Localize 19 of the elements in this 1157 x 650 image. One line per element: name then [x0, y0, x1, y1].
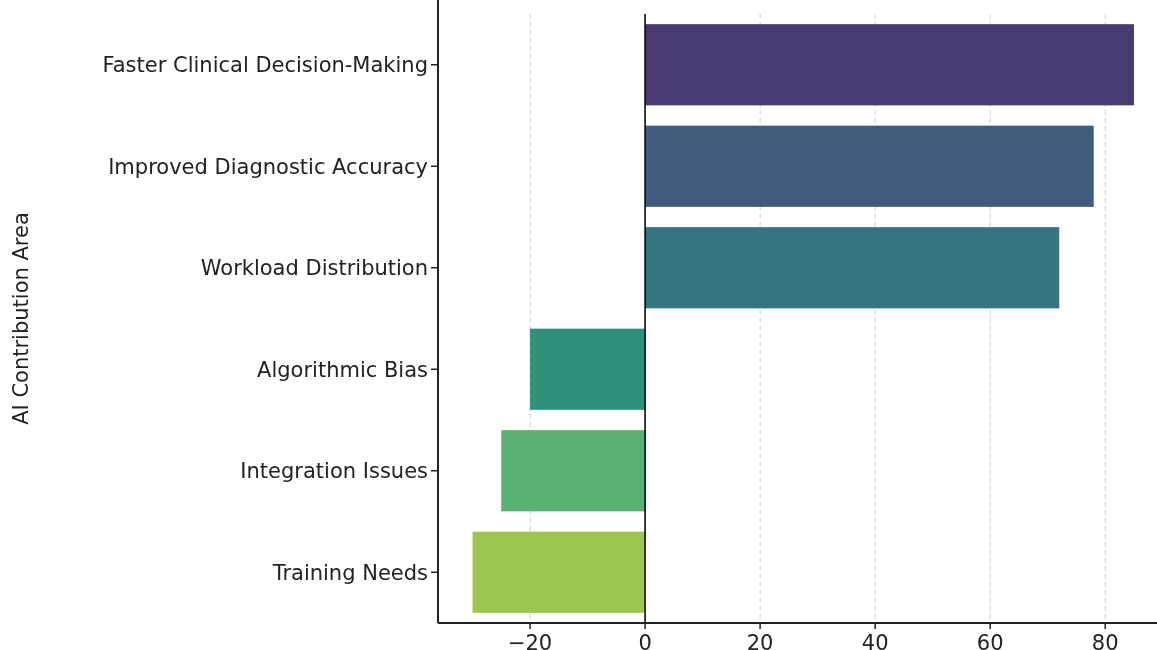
y-tick-label: Faster Clinical Decision-Making	[102, 53, 428, 78]
bar	[645, 227, 1060, 309]
x-tick-label: 80	[1091, 631, 1119, 650]
y-tick-label: Training Needs	[271, 560, 428, 585]
bar	[530, 328, 646, 410]
bar	[645, 24, 1134, 106]
bar	[501, 430, 646, 512]
y-axis-title: AI Contribution Area	[9, 212, 33, 425]
x-tick-label: 60	[976, 631, 1004, 650]
y-tick-label: Integration Issues	[240, 459, 428, 484]
y-tick-label: Improved Diagnostic Accuracy	[108, 154, 428, 179]
x-tick-label: 20	[746, 631, 774, 650]
y-tick-label: Algorithmic Bias	[257, 357, 428, 382]
x-tick-label: 0	[638, 631, 652, 650]
y-tick-label: Workload Distribution	[200, 256, 428, 281]
x-tick-label: −20	[507, 631, 553, 650]
bar	[645, 125, 1094, 207]
x-tick-label: 40	[861, 631, 889, 650]
bar	[472, 531, 646, 613]
